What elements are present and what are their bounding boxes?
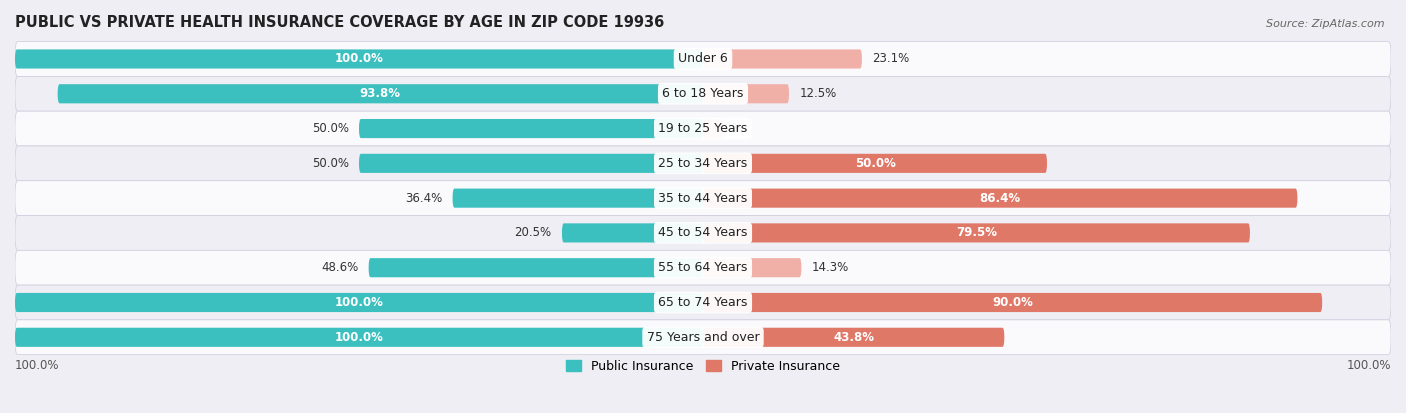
Text: 19 to 25 Years: 19 to 25 Years xyxy=(658,122,748,135)
FancyBboxPatch shape xyxy=(368,258,703,277)
Text: 50.0%: 50.0% xyxy=(312,122,349,135)
Text: 79.5%: 79.5% xyxy=(956,226,997,240)
Text: 6 to 18 Years: 6 to 18 Years xyxy=(662,87,744,100)
Text: 55 to 64 Years: 55 to 64 Years xyxy=(658,261,748,274)
Text: 25 to 34 Years: 25 to 34 Years xyxy=(658,157,748,170)
Text: 100.0%: 100.0% xyxy=(335,331,384,344)
FancyBboxPatch shape xyxy=(15,250,1391,285)
FancyBboxPatch shape xyxy=(703,258,801,277)
FancyBboxPatch shape xyxy=(703,223,1250,242)
FancyBboxPatch shape xyxy=(15,42,1391,76)
FancyBboxPatch shape xyxy=(703,189,1298,208)
Text: 100.0%: 100.0% xyxy=(335,296,384,309)
Text: 100.0%: 100.0% xyxy=(1347,359,1391,372)
Text: 93.8%: 93.8% xyxy=(360,87,401,100)
Text: 36.4%: 36.4% xyxy=(405,192,443,204)
FancyBboxPatch shape xyxy=(359,154,703,173)
Text: 23.1%: 23.1% xyxy=(872,52,910,66)
Text: Under 6: Under 6 xyxy=(678,52,728,66)
Text: Source: ZipAtlas.com: Source: ZipAtlas.com xyxy=(1267,19,1385,28)
FancyBboxPatch shape xyxy=(562,223,703,242)
FancyBboxPatch shape xyxy=(15,328,703,347)
FancyBboxPatch shape xyxy=(15,146,1391,181)
FancyBboxPatch shape xyxy=(703,50,862,69)
Text: 35 to 44 Years: 35 to 44 Years xyxy=(658,192,748,204)
Text: 100.0%: 100.0% xyxy=(15,359,59,372)
FancyBboxPatch shape xyxy=(15,111,1391,146)
FancyBboxPatch shape xyxy=(58,84,703,103)
Text: 86.4%: 86.4% xyxy=(980,192,1021,204)
Text: 12.5%: 12.5% xyxy=(800,87,837,100)
Text: 100.0%: 100.0% xyxy=(335,52,384,66)
FancyBboxPatch shape xyxy=(703,154,1047,173)
Legend: Public Insurance, Private Insurance: Public Insurance, Private Insurance xyxy=(561,354,845,377)
Text: PUBLIC VS PRIVATE HEALTH INSURANCE COVERAGE BY AGE IN ZIP CODE 19936: PUBLIC VS PRIVATE HEALTH INSURANCE COVER… xyxy=(15,15,664,30)
FancyBboxPatch shape xyxy=(15,293,703,312)
FancyBboxPatch shape xyxy=(15,50,703,69)
FancyBboxPatch shape xyxy=(15,76,1391,111)
FancyBboxPatch shape xyxy=(15,181,1391,216)
Text: 45 to 54 Years: 45 to 54 Years xyxy=(658,226,748,240)
Text: 90.0%: 90.0% xyxy=(993,296,1033,309)
Text: 43.8%: 43.8% xyxy=(834,331,875,344)
FancyBboxPatch shape xyxy=(15,216,1391,250)
Text: 0.0%: 0.0% xyxy=(713,122,742,135)
FancyBboxPatch shape xyxy=(703,293,1322,312)
Text: 20.5%: 20.5% xyxy=(515,226,551,240)
FancyBboxPatch shape xyxy=(703,119,724,138)
Text: 50.0%: 50.0% xyxy=(855,157,896,170)
FancyBboxPatch shape xyxy=(453,189,703,208)
FancyBboxPatch shape xyxy=(703,328,1004,347)
Text: 48.6%: 48.6% xyxy=(321,261,359,274)
Text: 50.0%: 50.0% xyxy=(312,157,349,170)
Text: 65 to 74 Years: 65 to 74 Years xyxy=(658,296,748,309)
FancyBboxPatch shape xyxy=(359,119,703,138)
Text: 14.3%: 14.3% xyxy=(811,261,849,274)
FancyBboxPatch shape xyxy=(15,285,1391,320)
FancyBboxPatch shape xyxy=(15,320,1391,355)
FancyBboxPatch shape xyxy=(703,84,789,103)
Text: 75 Years and over: 75 Years and over xyxy=(647,331,759,344)
